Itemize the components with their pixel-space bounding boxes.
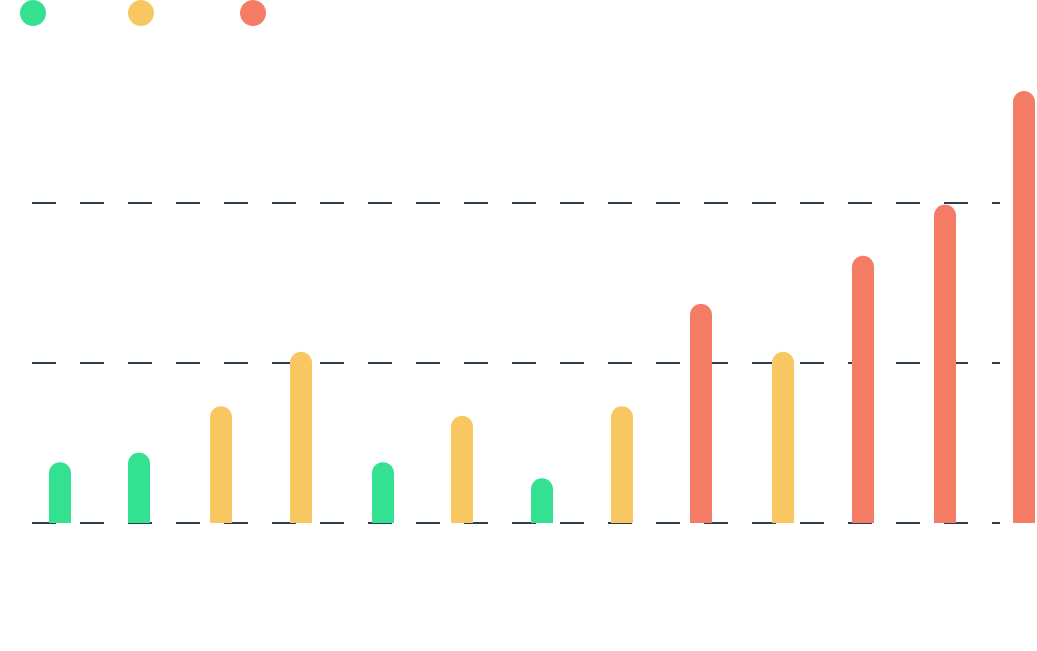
- legend-dot-yellow: [128, 0, 154, 26]
- bar-2: [128, 452, 150, 523]
- bar-7: [531, 478, 553, 523]
- bar-9: [690, 303, 712, 523]
- bar-1: [49, 462, 71, 523]
- bar-10: [772, 351, 794, 523]
- bar-3: [210, 406, 232, 523]
- legend: [20, 0, 320, 30]
- bar-13: [1013, 91, 1035, 523]
- bar-11: [852, 255, 874, 524]
- bar-8: [611, 406, 633, 523]
- bar-5: [372, 462, 394, 523]
- bar-4: [290, 351, 312, 523]
- bar-6: [451, 415, 473, 523]
- legend-dot-red: [240, 0, 266, 26]
- bar-12: [934, 204, 956, 523]
- legend-dot-green: [20, 0, 46, 26]
